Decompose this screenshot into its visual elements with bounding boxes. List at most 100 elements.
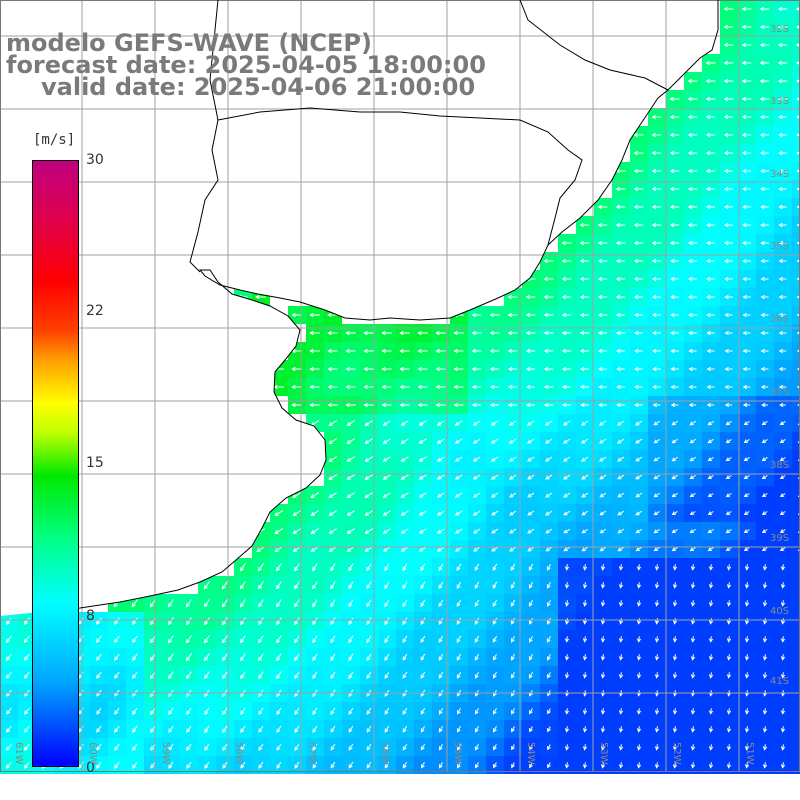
wind-arrow <box>669 168 680 174</box>
wind-arrow <box>23 761 30 769</box>
wind-arrow <box>420 653 426 661</box>
wind-arrow <box>310 528 319 534</box>
wind-arrow <box>618 636 624 643</box>
wind-arrow <box>543 384 554 390</box>
wind-arrow <box>96 707 102 715</box>
wind-arrow <box>635 456 643 462</box>
wind-arrow <box>239 562 246 572</box>
wind-arrow <box>724 186 733 192</box>
wind-arrow <box>759 114 770 120</box>
wind-arrow <box>291 312 302 318</box>
wind-arrow <box>760 366 769 372</box>
wind-arrow <box>633 150 644 156</box>
wind-arrow <box>96 653 102 661</box>
wind-arrow <box>438 617 444 626</box>
wind-arrow <box>292 528 301 534</box>
wind-arrow <box>204 761 210 769</box>
wind-arrow <box>581 420 589 426</box>
longitude-label: 61W <box>13 742 24 765</box>
wind-arrow <box>546 563 551 571</box>
wind-arrow <box>636 708 642 715</box>
wind-arrow <box>114 743 120 751</box>
wind-arrow <box>651 258 662 264</box>
wind-arrow <box>724 294 733 300</box>
wind-arrow <box>615 294 626 300</box>
wind-arrow <box>400 420 409 426</box>
wind-arrow <box>724 330 733 336</box>
wind-arrow <box>705 168 716 174</box>
wind-arrow <box>186 761 192 769</box>
wind-arrow <box>203 581 211 590</box>
wind-arrow <box>439 744 443 751</box>
wind-arrow <box>636 672 642 679</box>
wind-cell <box>792 216 800 234</box>
wind-arrow <box>724 258 733 264</box>
wind-arrow <box>457 708 461 715</box>
wind-arrow <box>382 438 391 444</box>
wind-arrow <box>672 762 678 769</box>
wind-arrow <box>579 240 590 246</box>
wind-arrow <box>705 114 716 120</box>
wind-arrow <box>421 762 425 769</box>
wind-arrow <box>762 636 768 643</box>
wind-arrow <box>491 492 499 498</box>
wind-arrow <box>507 330 518 336</box>
wind-arrow <box>743 438 750 444</box>
wind-arrow <box>475 744 479 751</box>
wind-arrow <box>742 276 751 282</box>
wind-arrow <box>671 456 678 462</box>
wind-arrow <box>778 330 787 336</box>
wind-arrow <box>672 672 678 679</box>
wind-arrow <box>309 330 320 336</box>
wind-arrow <box>744 708 750 715</box>
wind-arrow <box>618 708 624 715</box>
wind-arrow <box>723 96 734 102</box>
wind-arrow <box>762 618 768 625</box>
wind-arrow <box>185 617 192 626</box>
wind-arrow <box>312 581 318 590</box>
wind-arrow <box>258 725 264 733</box>
wind-arrow <box>327 402 338 408</box>
wind-arrow <box>276 671 282 680</box>
wind-arrow <box>670 384 679 390</box>
wind-arrow <box>400 474 409 480</box>
latitude-label: 34S <box>770 169 790 180</box>
wind-arrow <box>670 312 679 318</box>
wind-arrow <box>779 547 786 552</box>
wind-arrow <box>96 671 102 679</box>
wind-arrow <box>312 617 318 626</box>
wind-arrow <box>633 132 644 138</box>
wind-cell <box>792 396 800 414</box>
wind-arrow <box>384 653 390 662</box>
wind-arrow <box>633 222 644 228</box>
wind-arrow <box>762 672 768 679</box>
wind-arrow <box>744 744 750 751</box>
wind-arrow <box>597 204 608 210</box>
wind-arrow <box>633 276 644 282</box>
wind-arrow <box>741 24 752 30</box>
wind-arrow <box>471 348 482 354</box>
wind-arrow <box>582 744 588 751</box>
wind-arrow <box>509 546 517 552</box>
wind-arrow <box>778 168 787 174</box>
wind-arrow <box>399 348 410 354</box>
wind-arrow <box>705 150 716 156</box>
wind-arrow <box>527 528 535 534</box>
wind-arrow <box>310 492 320 498</box>
wind-arrow <box>779 493 786 498</box>
wind-arrow <box>708 726 714 733</box>
wind-arrow <box>5 725 12 733</box>
wind-arrow <box>221 581 229 590</box>
wind-arrow <box>579 312 590 318</box>
wind-arrow <box>780 618 786 625</box>
wind-arrow <box>364 510 373 516</box>
wind-arrow <box>690 672 696 679</box>
wind-arrow <box>366 671 372 679</box>
wind-arrow <box>600 582 606 589</box>
wind-arrow <box>453 402 464 408</box>
wind-arrow <box>312 563 318 572</box>
wind-arrow <box>510 599 516 607</box>
wind-arrow <box>489 366 500 372</box>
wind-arrow <box>328 474 338 480</box>
wind-arrow <box>760 294 769 300</box>
